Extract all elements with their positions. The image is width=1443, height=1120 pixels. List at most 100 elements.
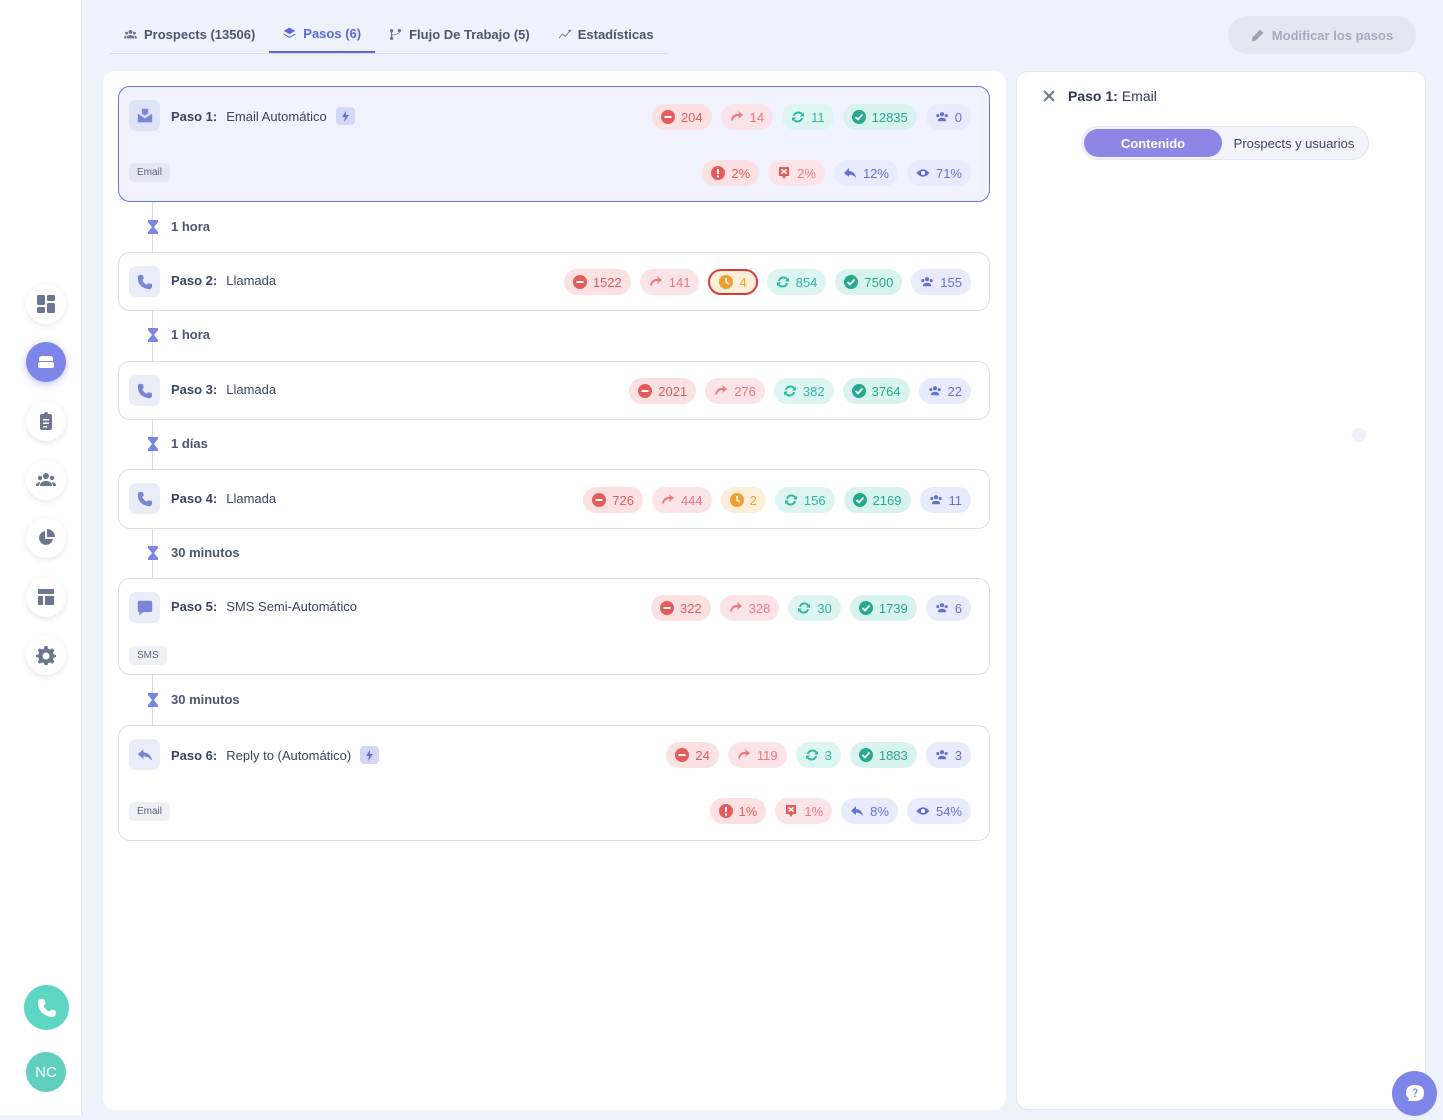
help-chat-icon xyxy=(1405,1084,1424,1101)
step-number: Paso 6: xyxy=(171,747,218,763)
stat-value: 155 xyxy=(940,274,962,290)
hourglass-icon xyxy=(148,327,158,342)
tab-workflow[interactable]: Flujo De Trabajo (5) xyxy=(375,16,544,53)
step-card[interactable]: Paso 3: Llamada 2021 276 382 3764 22 xyxy=(118,361,990,420)
tab-prospects[interactable]: Prospects (13506) xyxy=(110,16,269,53)
nav-settings[interactable] xyxy=(26,635,66,675)
segmented-control: Contenido Prospects y usuarios xyxy=(1081,126,1369,160)
stat-reply-rate: 8% xyxy=(841,798,898,824)
stat-value: 71% xyxy=(935,165,962,181)
stat-value: 726 xyxy=(612,492,634,508)
step-title: Paso 5: SMS Semi-Automático xyxy=(171,599,357,614)
users-icon xyxy=(36,473,56,486)
step-card[interactable]: Paso 2: Llamada 1522 141 4 854 7500 155 xyxy=(118,252,990,311)
stat-bounced: 204 xyxy=(651,104,712,130)
help-button[interactable] xyxy=(1392,1071,1437,1116)
stat-in-progress: 30 xyxy=(788,595,841,621)
step-title: Paso 1: Email Automático xyxy=(171,107,355,125)
nav-templates[interactable] xyxy=(26,577,66,617)
stat-skipped: 276 xyxy=(705,378,765,404)
email-icon xyxy=(137,108,152,122)
step-card[interactable]: Paso 6: Reply to (Automático) Email 24 1… xyxy=(118,725,990,841)
step-number: Paso 5: xyxy=(171,599,218,614)
avatar[interactable]: NC xyxy=(26,1052,66,1092)
step-name: Llamada xyxy=(226,382,277,397)
nav-reports[interactable] xyxy=(26,518,66,558)
auto-badge xyxy=(335,107,355,125)
skip-arrow-icon xyxy=(661,494,674,504)
stat-bounced: 2021 xyxy=(629,378,697,404)
check-circle-icon xyxy=(858,601,873,615)
modify-steps-button[interactable]: Modificar los pasos xyxy=(1228,16,1416,54)
stat-in-progress: 382 xyxy=(773,378,834,404)
step-stats: 1522 141 4 854 7500 155 xyxy=(563,269,971,295)
delay-label: 1 días xyxy=(171,436,208,451)
close-button[interactable] xyxy=(1041,88,1057,104)
stat-bounced: 24 xyxy=(666,742,719,768)
users-icon xyxy=(928,386,941,396)
step-name: Llamada xyxy=(226,273,277,288)
stat-unsubscribe-rate: 1% xyxy=(775,798,833,824)
users-icon xyxy=(929,495,942,505)
stat-skipped: 444 xyxy=(651,487,712,513)
delay-1: 1 hora xyxy=(148,219,210,234)
eye-icon xyxy=(916,807,930,815)
stat-value: 4 xyxy=(739,274,747,290)
alert-circle-icon xyxy=(718,804,733,818)
stat-value: 1% xyxy=(804,803,824,819)
nav-sequences[interactable] xyxy=(26,342,66,382)
step-icon xyxy=(129,375,160,406)
stat-value: 1% xyxy=(738,803,758,819)
stat-bounced: 1522 xyxy=(563,269,631,295)
tab-statistics[interactable]: Estadísticas xyxy=(544,16,668,53)
unsubscribe-icon xyxy=(786,805,797,817)
step-stats: 322 328 30 1739 6 xyxy=(650,595,971,621)
delay-3: 1 días xyxy=(148,436,208,451)
stat-prospects: 22 xyxy=(918,378,971,404)
dashboard-icon xyxy=(37,295,55,313)
nav-prospects[interactable] xyxy=(26,460,66,500)
check-circle-icon xyxy=(852,493,867,507)
clipboard-icon xyxy=(40,412,52,430)
stat-in-progress: 11 xyxy=(782,104,834,130)
tab-prospects-users[interactable]: Prospects y usuarios xyxy=(1233,135,1355,151)
nav-tasks[interactable] xyxy=(26,401,66,441)
modify-steps-label: Modificar los pasos xyxy=(1271,27,1394,43)
panel-step-label: Paso 1: xyxy=(1068,88,1118,104)
stat-value: 156 xyxy=(803,492,826,508)
minus-circle-icon xyxy=(638,384,653,398)
layout-icon xyxy=(38,589,54,605)
panel-step-type: Email xyxy=(1121,88,1157,104)
hourglass-icon xyxy=(148,545,158,560)
step-title: Paso 3: Llamada xyxy=(171,382,276,397)
check-circle-icon xyxy=(851,384,866,398)
step-card[interactable]: Paso 1: Email Automático Email 204 14 11… xyxy=(118,86,990,202)
users-icon xyxy=(936,112,948,122)
tab-steps[interactable]: Pasos (6) xyxy=(269,16,376,53)
stat-value: 30 xyxy=(817,600,832,616)
step-name: Reply to (Automático) xyxy=(226,747,352,763)
phone-icon xyxy=(137,491,152,506)
pie-chart-icon xyxy=(39,529,55,545)
step-card[interactable]: Paso 4: Llamada 726 444 2 156 2169 11 xyxy=(118,469,990,529)
stat-error-rate: 2% xyxy=(702,160,760,186)
close-icon xyxy=(1043,90,1055,102)
reply-icon xyxy=(137,748,152,761)
tab-label: Prospects (13506) xyxy=(144,27,256,42)
step-type-badge: Email xyxy=(129,163,171,182)
stat-completed: 3764 xyxy=(842,378,910,404)
refresh-icon xyxy=(792,111,805,123)
stat-prospects: 155 xyxy=(911,269,971,295)
trend-icon xyxy=(558,29,571,39)
tab-content[interactable]: Contenido xyxy=(1084,129,1222,157)
step-card[interactable]: Paso 5: SMS Semi-Automático SMS 322 328 … xyxy=(118,578,990,675)
users-icon xyxy=(936,603,948,613)
nav-dashboard[interactable] xyxy=(26,284,66,324)
stat-value: 54% xyxy=(935,803,962,819)
refresh-icon xyxy=(805,749,818,761)
stat-value: 2% xyxy=(731,165,751,181)
step-rates: 1% 1% 8% 54% xyxy=(709,798,971,824)
call-button[interactable] xyxy=(24,985,69,1030)
stat-value: 14 xyxy=(749,109,765,125)
step-number: Paso 2: xyxy=(171,273,218,288)
